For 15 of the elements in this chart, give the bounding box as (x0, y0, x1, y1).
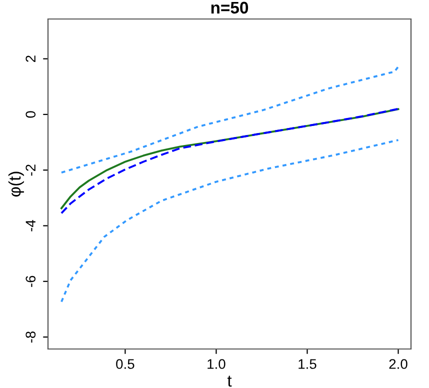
y-tick-label: -8 (26, 331, 36, 343)
x-tick-label: 1.5 (298, 359, 316, 369)
x-tick-label: 1.0 (208, 359, 226, 369)
y-axis-title: φ(t) (8, 172, 24, 197)
y-tick-label: -2 (26, 164, 36, 176)
chart-title: n=50 (211, 2, 248, 14)
x-axis-title: t (227, 376, 232, 387)
line-series (60, 139, 400, 303)
y-tick-label: -6 (26, 276, 36, 287)
y-tick-label: 2 (26, 56, 36, 62)
y-tick-label: 0 (26, 111, 36, 118)
x-tick-label: 2.0 (389, 359, 408, 369)
x-tick-label: 0.5 (116, 359, 134, 369)
line-series (60, 66, 400, 174)
y-tick-label: -4 (26, 220, 36, 232)
